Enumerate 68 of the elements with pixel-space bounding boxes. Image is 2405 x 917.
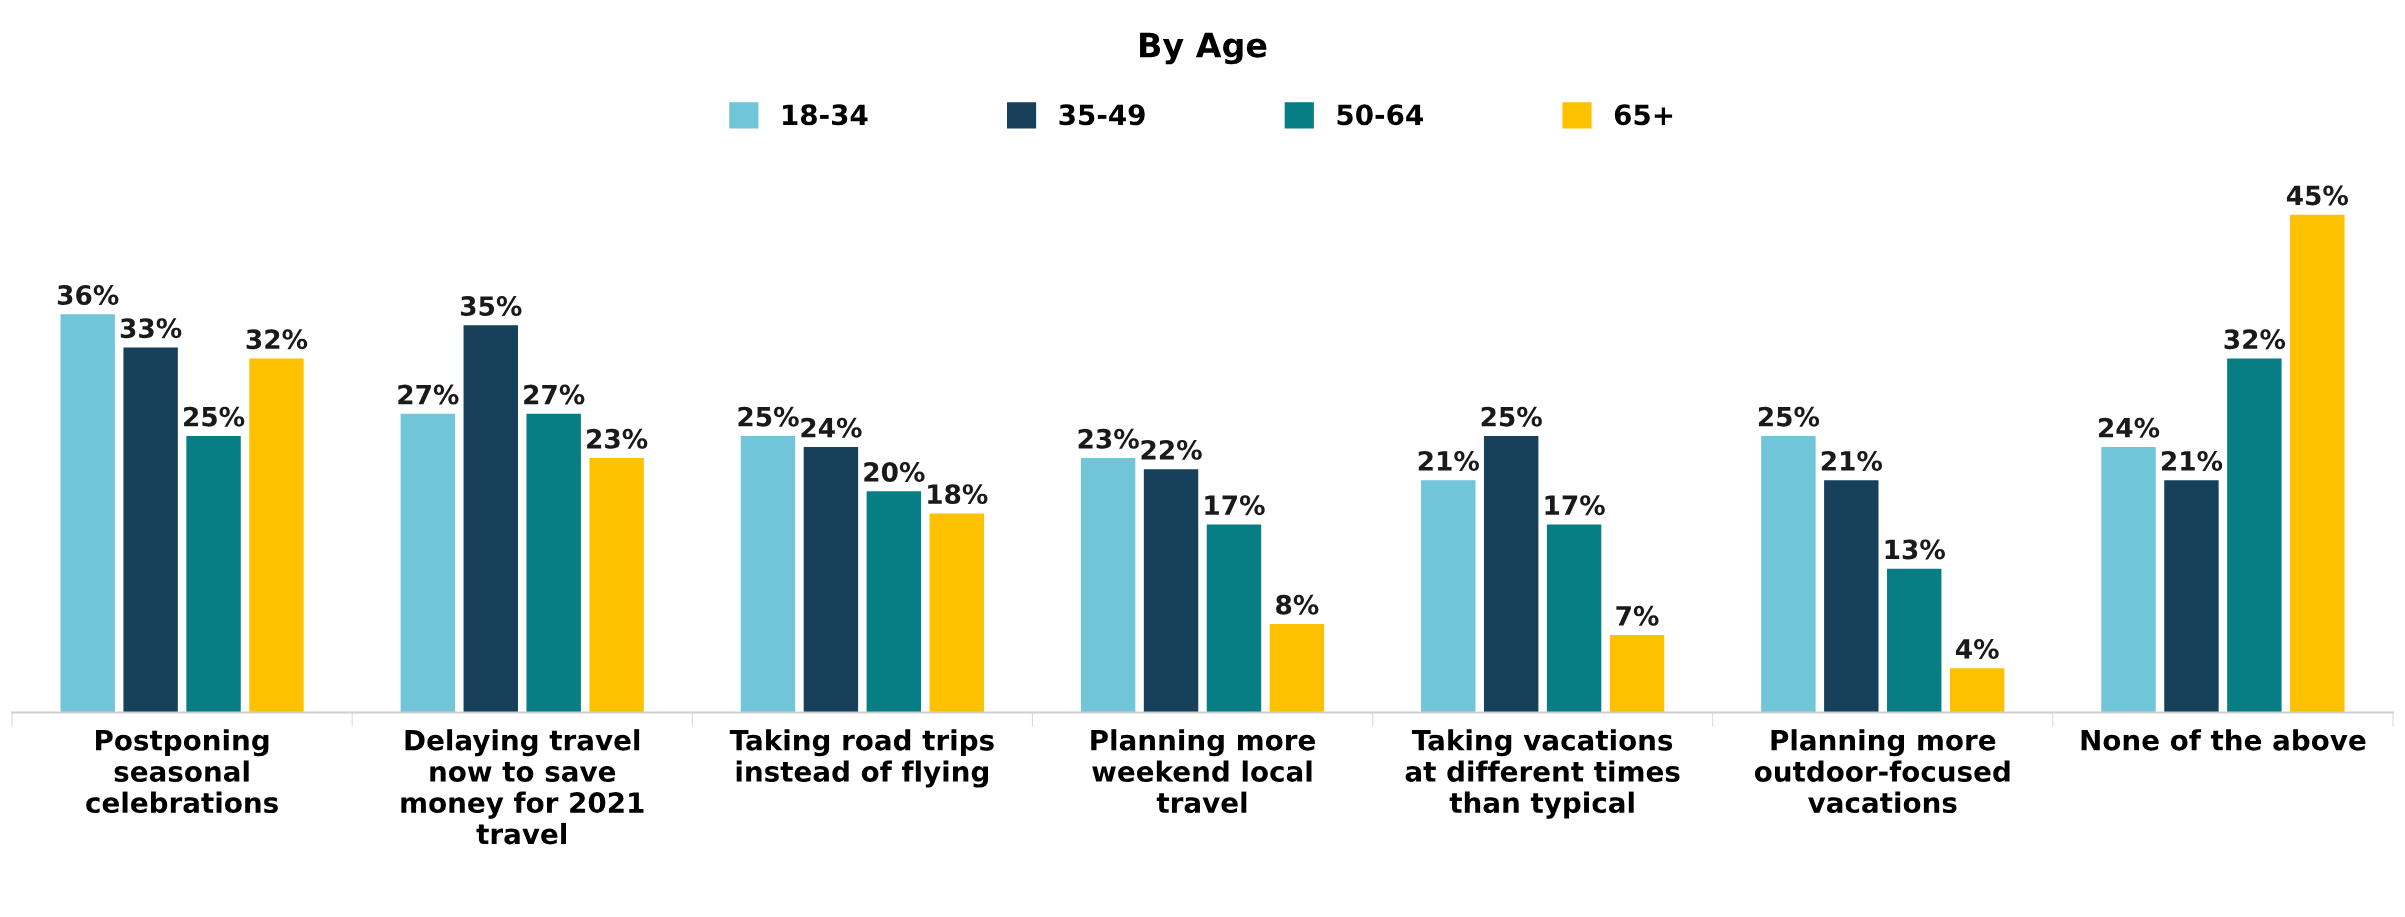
x-tick-label: Planning more outdoor-focused vacations <box>1754 729 2010 814</box>
data-label: 25% <box>184 406 245 427</box>
bar <box>1546 524 1602 713</box>
data-label: 25% <box>1758 406 1820 427</box>
bar <box>740 435 796 713</box>
bar <box>589 458 644 713</box>
data-label: 18% <box>928 484 988 505</box>
data-label: 27% <box>524 384 585 405</box>
data-label: 23% <box>1078 428 1139 449</box>
data-label: 25% <box>738 406 799 427</box>
bar <box>1143 469 1199 713</box>
bar <box>1269 624 1325 713</box>
x-tick-label: Postponing seasonal celebrations <box>86 729 278 814</box>
bar <box>1761 435 1816 713</box>
bar <box>249 358 304 713</box>
data-label: 25% <box>1481 406 1542 427</box>
chart-title: By Age <box>1140 32 1267 65</box>
legend-label: 35-49 <box>1059 104 1145 126</box>
bar <box>2101 447 2156 713</box>
bar <box>1949 668 2005 713</box>
data-label: 7% <box>1616 605 1659 626</box>
x-tick-label: Delaying travel now to save money for 2021 travel <box>401 729 644 845</box>
data-label: 21% <box>2161 450 2223 471</box>
bar <box>186 435 241 713</box>
bar <box>1609 635 1665 713</box>
x-tick-label: Taking road trips instead of flying <box>729 729 994 788</box>
legend-label: 50-64 <box>1337 104 1423 126</box>
data-label: 21% <box>1418 450 1479 471</box>
data-label: 23% <box>587 428 648 449</box>
bar <box>2227 358 2282 713</box>
bar <box>2164 480 2219 713</box>
legend-label: 65+ <box>1614 104 1673 126</box>
bar <box>2290 214 2345 713</box>
data-label: 24% <box>2099 417 2160 438</box>
data-label: 22% <box>1141 439 1202 460</box>
data-label: 20% <box>864 462 925 482</box>
bar <box>1483 435 1539 713</box>
legend-label: 18-34 <box>783 104 868 126</box>
data-label: 4% <box>1955 639 1999 659</box>
data-label: 33% <box>120 318 182 339</box>
bar <box>60 314 115 713</box>
x-tick-label: Planning more weekend local travel <box>1091 729 1315 814</box>
data-label: 13% <box>1885 539 1945 560</box>
data-label: 36% <box>57 285 119 305</box>
data-label: 35% <box>460 296 522 317</box>
bar <box>400 413 456 713</box>
bar <box>463 325 518 713</box>
data-label: 17% <box>1545 495 1605 516</box>
bar <box>1080 458 1136 713</box>
bar <box>526 413 581 713</box>
data-label: 24% <box>801 417 862 438</box>
data-label: 17% <box>1205 495 1265 516</box>
data-label: 21% <box>1821 450 1883 471</box>
x-tick-label: Taking vacations at different times than typical <box>1405 729 1680 819</box>
data-label: 32% <box>2224 329 2286 350</box>
data-label: 27% <box>398 384 459 405</box>
bar <box>929 513 984 713</box>
data-label: 32% <box>246 329 308 350</box>
data-label: 45% <box>2286 185 2349 206</box>
bar <box>123 347 178 713</box>
data-label: 8% <box>1276 594 1319 615</box>
bar <box>1887 568 1942 713</box>
bar <box>866 491 922 713</box>
bar <box>1824 480 1879 713</box>
x-tick-label: None of the above <box>2081 729 2366 751</box>
bar <box>1206 524 1262 713</box>
bar <box>1421 480 1476 713</box>
bar <box>803 447 859 713</box>
